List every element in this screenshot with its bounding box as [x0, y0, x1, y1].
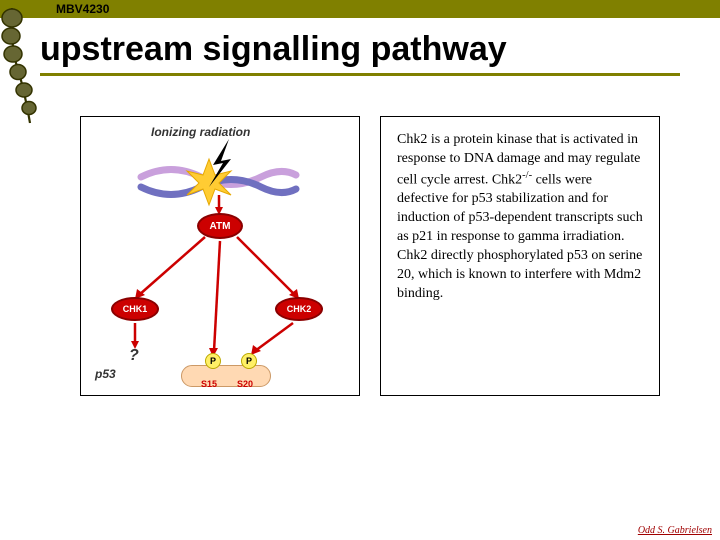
diagram-svg: [81, 117, 361, 397]
chk1-node: CHK1: [111, 297, 159, 321]
pathway-diagram: Ionizing radiation: [80, 116, 360, 396]
content-row: Ionizing radiation: [80, 116, 720, 396]
phosphate-2: P: [241, 353, 257, 369]
title-rule: [40, 73, 680, 76]
top-bar: MBV4230: [0, 0, 720, 18]
description-part1: Chk2 is a protein kinase that is activat…: [397, 132, 640, 187]
question-mark: ?: [129, 347, 139, 365]
s20-label: S20: [237, 379, 253, 389]
phosphate-1: P: [205, 353, 221, 369]
p53-label: p53: [95, 367, 116, 381]
description-box: Chk2 is a protein kinase that is activat…: [380, 116, 660, 396]
bead-decoration: [0, 8, 44, 128]
p53-bar: [181, 365, 271, 387]
atm-node: ATM: [197, 213, 243, 239]
description-superscript: -/-: [522, 170, 532, 181]
s15-label: S15: [201, 379, 217, 389]
chk2-node: CHK2: [275, 297, 323, 321]
course-code: MBV4230: [56, 2, 109, 16]
page-title: upstream signalling pathway: [40, 30, 720, 69]
footer-author: Odd S. Gabrielsen: [638, 525, 712, 536]
description-part2: cells were defective for p53 stabilizati…: [397, 172, 643, 300]
